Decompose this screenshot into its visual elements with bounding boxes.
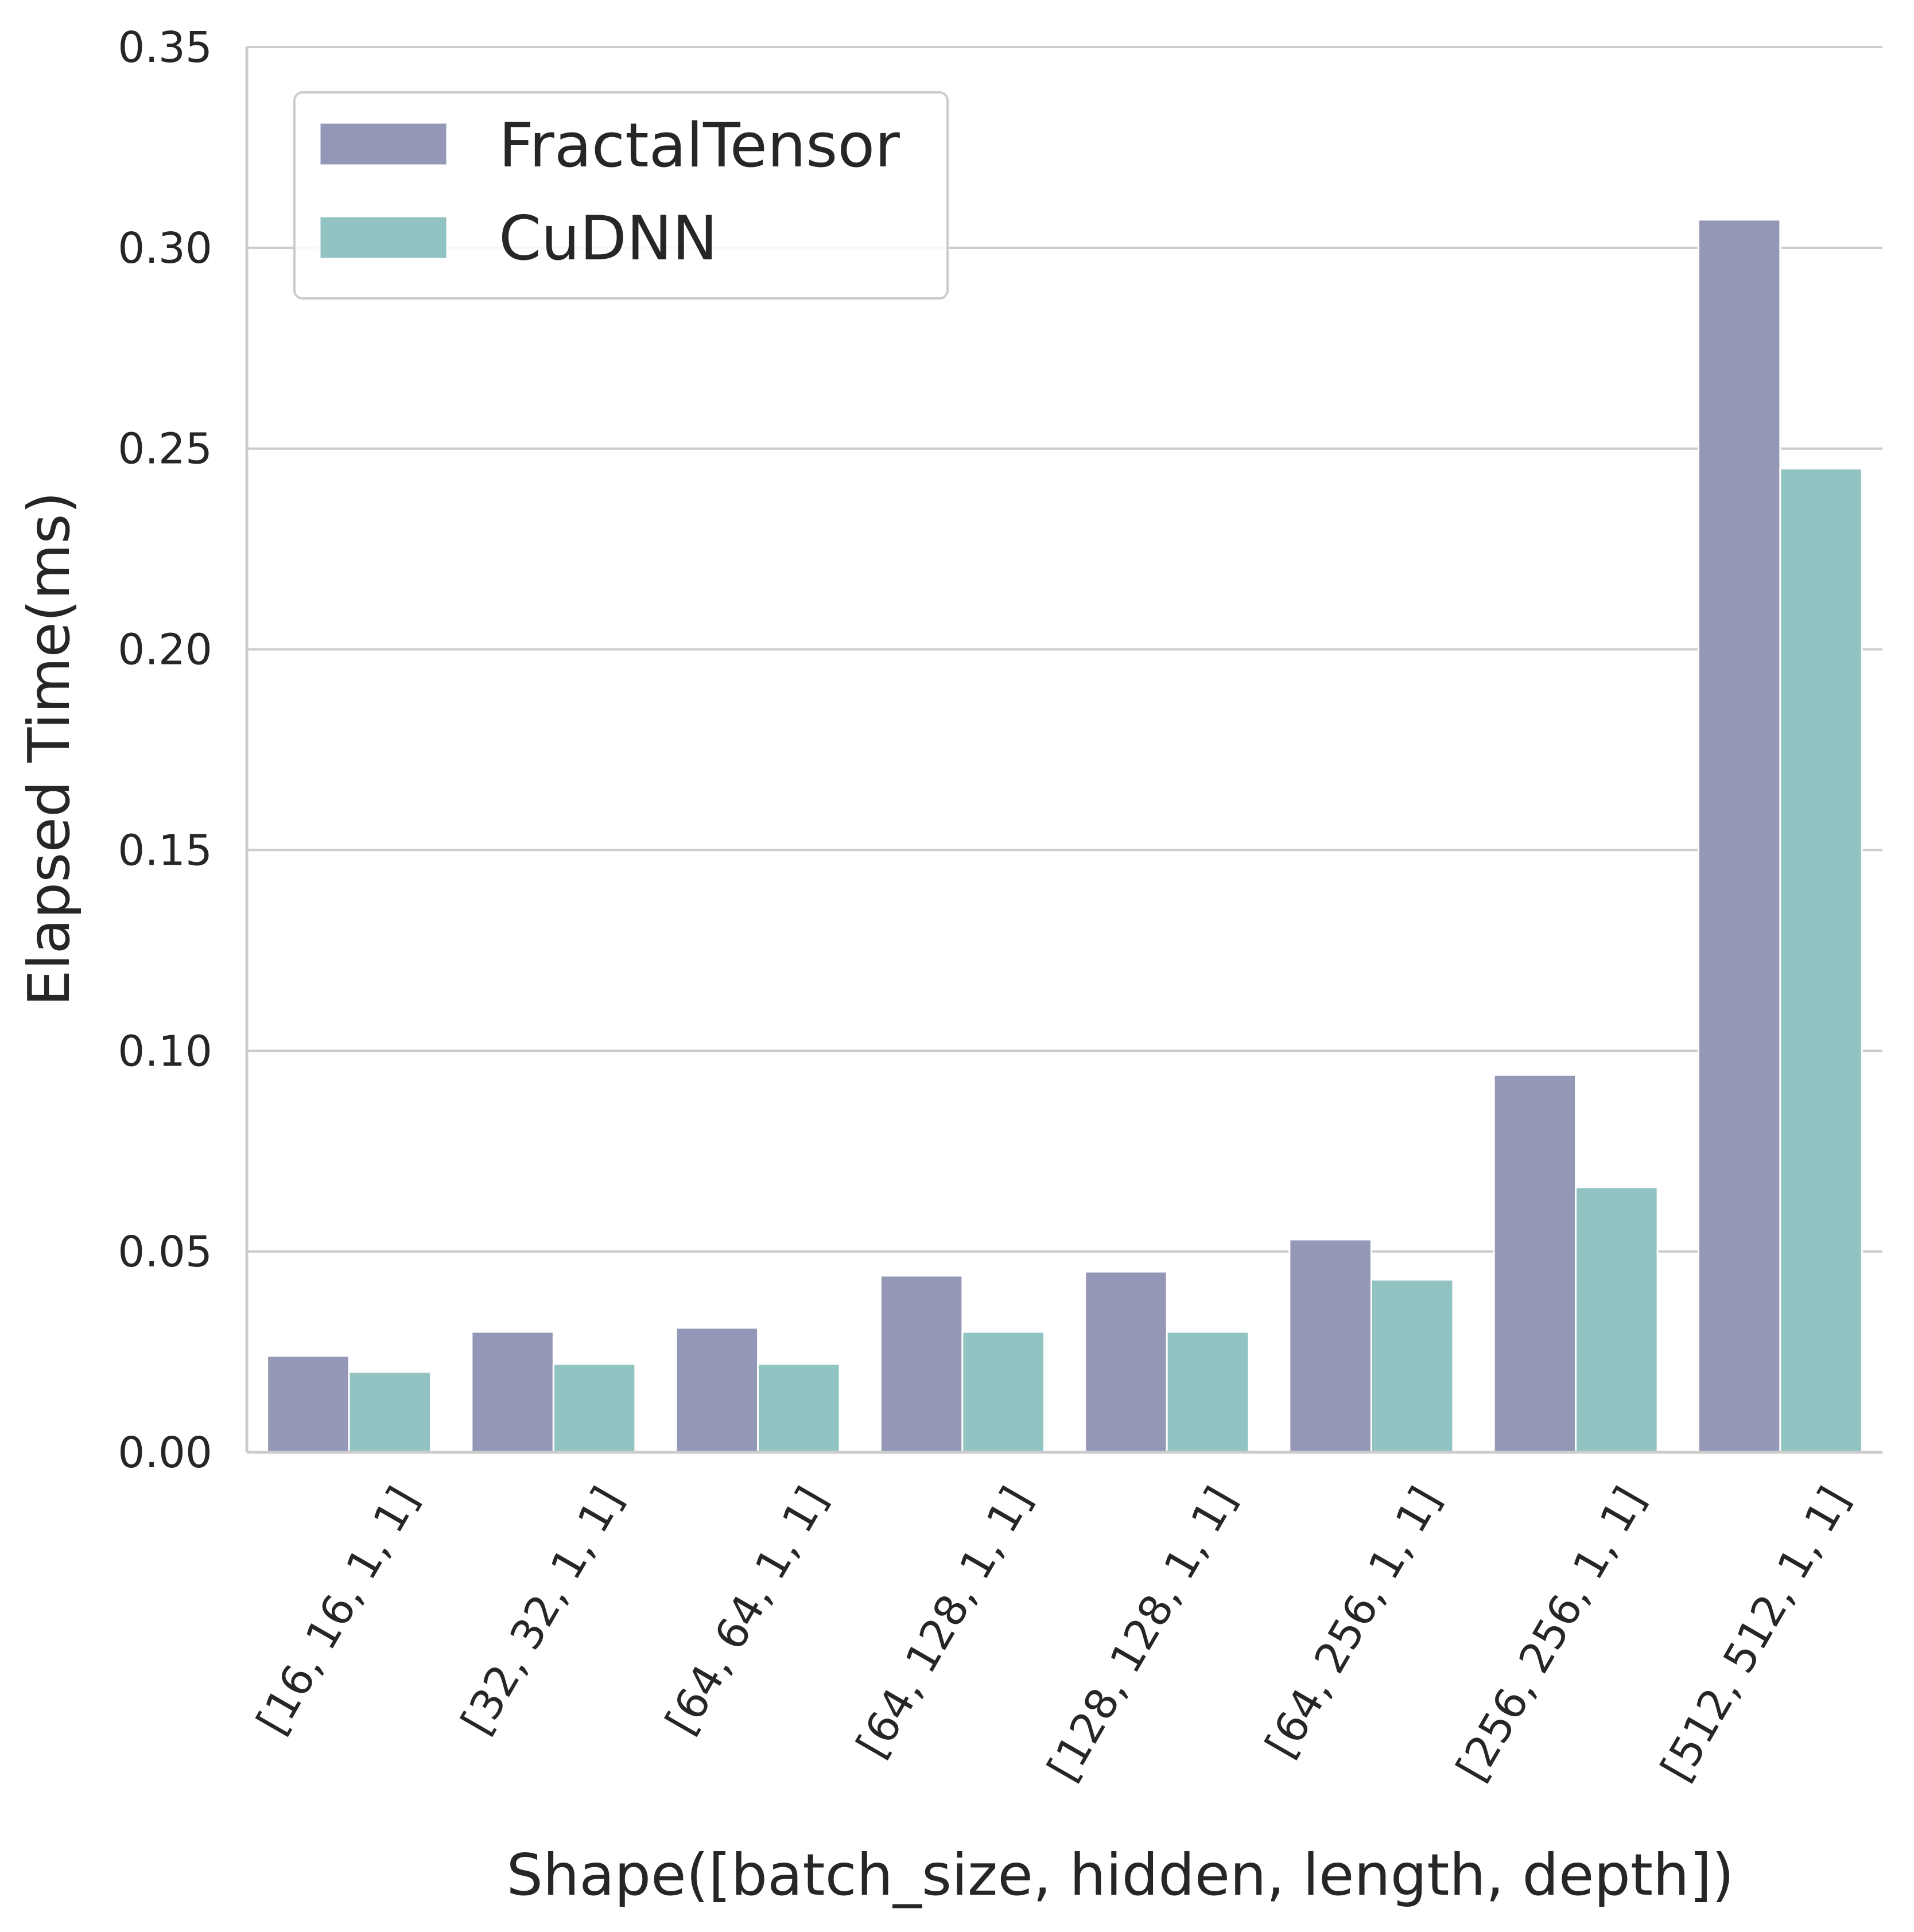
legend-label-cudnn: CuDNN (499, 203, 717, 274)
bar-cudnn-1 (552, 1363, 636, 1453)
x-tick-label: [64, 128, 1, 1] (847, 1479, 1042, 1766)
legend-swatch-cudnn (319, 215, 448, 260)
y-tick-label: 0.05 (118, 1227, 212, 1277)
x-tick-label: [64, 256, 1, 1] (1256, 1479, 1451, 1766)
y-tick-label: 0.25 (118, 425, 212, 474)
y-tick-label: 0.10 (118, 1027, 212, 1076)
bar-cudnn-6 (1575, 1186, 1659, 1453)
y-tick-label: 0.20 (118, 625, 212, 675)
x-tick-labels: [16, 16, 1, 1] [32, 32, 1, 1] [64, 64, 1, … (247, 1479, 1859, 1789)
bar-fractaltensor-3 (879, 1274, 964, 1453)
x-tick-label: [256, 256, 1, 1] (1447, 1479, 1655, 1789)
legend-swatch-fractaltensor (319, 122, 448, 166)
bar-cudnn-4 (1166, 1331, 1250, 1453)
axes (245, 47, 1882, 1454)
bar-fractaltensor-7 (1697, 219, 1781, 1453)
y-tick-label: 0.15 (118, 826, 212, 875)
x-tick-label: [32, 32, 1, 1] (452, 1479, 632, 1743)
bar-cudnn-5 (1370, 1278, 1454, 1453)
bar-cudnn-0 (348, 1371, 432, 1453)
y-tick-label: 0.30 (118, 224, 212, 273)
x-tick-label: [128, 128, 1, 1] (1038, 1479, 1246, 1789)
bar-fractaltensor-5 (1288, 1238, 1372, 1453)
legend-label-fractaltensor: FractalTensor (499, 110, 900, 181)
bars (266, 219, 1863, 1453)
bar-fractaltensor-2 (675, 1327, 759, 1453)
x-tick-label: [512, 512, 1, 1] (1652, 1479, 1859, 1789)
y-tick-label: 0.00 (118, 1428, 212, 1478)
x-axis-label: Shape([batch_size, hidden, length, depth… (507, 1841, 1734, 1908)
y-tick-labels: 0.00 0.05 0.10 0.15 0.20 0.25 0.30 0.35 (118, 23, 212, 1478)
x-tick-label: [64, 64, 1, 1] (657, 1479, 837, 1743)
legend: FractalTensor CuDNN (293, 91, 949, 300)
bar-fractaltensor-1 (471, 1331, 554, 1453)
y-axis-label: Elapsed Time(ms) (15, 492, 83, 1006)
bar-cudnn-2 (757, 1363, 841, 1453)
x-tick-label: [16, 16, 1, 1] (247, 1479, 428, 1743)
bar-fractaltensor-0 (266, 1355, 350, 1453)
bar-fractaltensor-6 (1493, 1074, 1577, 1453)
bar-cudnn-3 (961, 1331, 1045, 1453)
y-tick-label: 0.35 (118, 23, 212, 72)
legend-frame (293, 91, 949, 300)
bar-cudnn-7 (1779, 468, 1863, 1453)
bar-fractaltensor-4 (1084, 1270, 1168, 1453)
